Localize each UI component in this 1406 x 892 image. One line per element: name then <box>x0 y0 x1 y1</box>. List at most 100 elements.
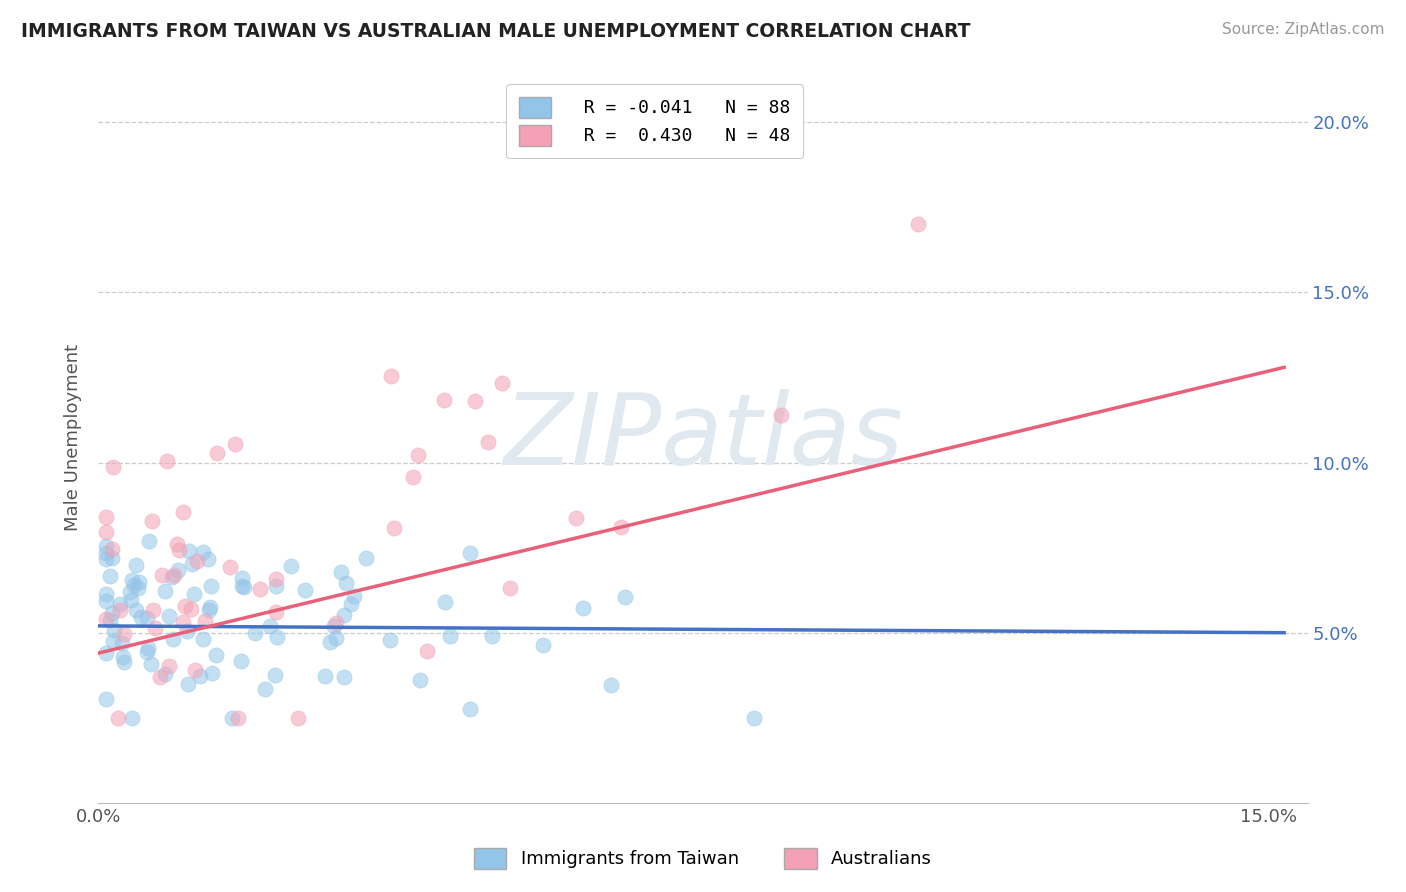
Point <box>378 633 401 648</box>
Point <box>96 692 118 706</box>
Point <box>200 599 222 614</box>
Point <box>157 659 180 673</box>
Point <box>127 582 149 596</box>
Point <box>112 627 135 641</box>
Point <box>120 593 142 607</box>
Point <box>229 654 252 668</box>
Point <box>198 602 221 616</box>
Text: IMMIGRANTS FROM TAIWAN VS AUSTRALIAN MALE UNEMPLOYMENT CORRELATION CHART: IMMIGRANTS FROM TAIWAN VS AUSTRALIAN MAL… <box>21 22 970 41</box>
Point <box>96 539 118 553</box>
Point <box>434 595 457 609</box>
Legend:   R = -0.041   N = 88,   R =  0.430   N = 48: R = -0.041 N = 88, R = 0.430 N = 48 <box>506 84 803 158</box>
Point <box>266 630 288 644</box>
Point <box>190 669 212 683</box>
Point <box>439 629 461 643</box>
Point <box>477 435 499 450</box>
Point <box>131 610 153 624</box>
Point <box>481 629 503 643</box>
Point <box>96 510 118 524</box>
Point <box>224 436 246 450</box>
Point <box>156 454 179 468</box>
Point <box>98 568 121 582</box>
Point <box>226 711 249 725</box>
Point <box>167 543 190 558</box>
Point <box>204 648 226 662</box>
Point <box>103 623 125 637</box>
Point <box>354 550 377 565</box>
Point <box>153 584 176 599</box>
Point <box>294 582 316 597</box>
Point <box>149 670 172 684</box>
Point <box>183 587 205 601</box>
Point <box>221 711 243 725</box>
Point <box>142 602 165 616</box>
Point <box>120 585 142 599</box>
Point <box>172 505 194 519</box>
Point <box>266 579 288 593</box>
Point <box>101 550 124 565</box>
Point <box>96 546 118 560</box>
Point <box>101 634 124 648</box>
Point <box>96 552 118 566</box>
Point <box>194 615 217 629</box>
Point <box>533 638 555 652</box>
Point <box>280 558 302 573</box>
Point <box>201 666 224 681</box>
Point <box>610 520 633 534</box>
Text: Source: ZipAtlas.com: Source: ZipAtlas.com <box>1222 22 1385 37</box>
Point <box>111 650 134 665</box>
Point <box>325 631 347 645</box>
Point <box>205 446 228 460</box>
Point <box>259 619 281 633</box>
Point <box>110 597 132 611</box>
Point <box>409 673 432 687</box>
Point <box>458 702 481 716</box>
Point <box>184 663 207 677</box>
Point <box>96 524 118 539</box>
Point <box>200 579 222 593</box>
Point <box>464 394 486 409</box>
Point <box>332 670 354 684</box>
Point <box>96 593 118 607</box>
Point <box>121 711 143 725</box>
Point <box>287 711 309 725</box>
Point <box>907 218 929 232</box>
Point <box>163 567 186 582</box>
Point <box>139 657 162 672</box>
Point <box>380 369 402 384</box>
Text: ZIPatlas: ZIPatlas <box>503 389 903 485</box>
Point <box>179 544 201 558</box>
Point <box>264 606 287 620</box>
Point <box>491 376 513 390</box>
Point <box>191 545 214 559</box>
Point <box>122 577 145 591</box>
Point <box>416 644 439 658</box>
Point <box>330 565 353 579</box>
Point <box>136 611 159 625</box>
Point <box>433 392 456 407</box>
Point <box>121 573 143 587</box>
Point <box>243 625 266 640</box>
Point <box>167 563 190 577</box>
Point <box>382 521 405 535</box>
Point <box>150 567 173 582</box>
Point <box>145 621 167 635</box>
Point <box>197 551 219 566</box>
Point <box>232 580 254 594</box>
Point <box>111 636 134 650</box>
Point <box>166 537 188 551</box>
Point <box>323 618 346 632</box>
Point <box>98 613 121 627</box>
Point <box>186 554 208 568</box>
Point <box>402 470 425 484</box>
Point <box>101 542 124 557</box>
Point <box>333 607 356 622</box>
Point <box>319 635 342 649</box>
Point <box>249 582 271 596</box>
Point <box>325 615 347 630</box>
Point <box>108 603 131 617</box>
Point <box>231 579 253 593</box>
Point <box>107 711 129 725</box>
Y-axis label: Male Unemployment: Male Unemployment <box>63 343 82 531</box>
Point <box>162 632 184 646</box>
